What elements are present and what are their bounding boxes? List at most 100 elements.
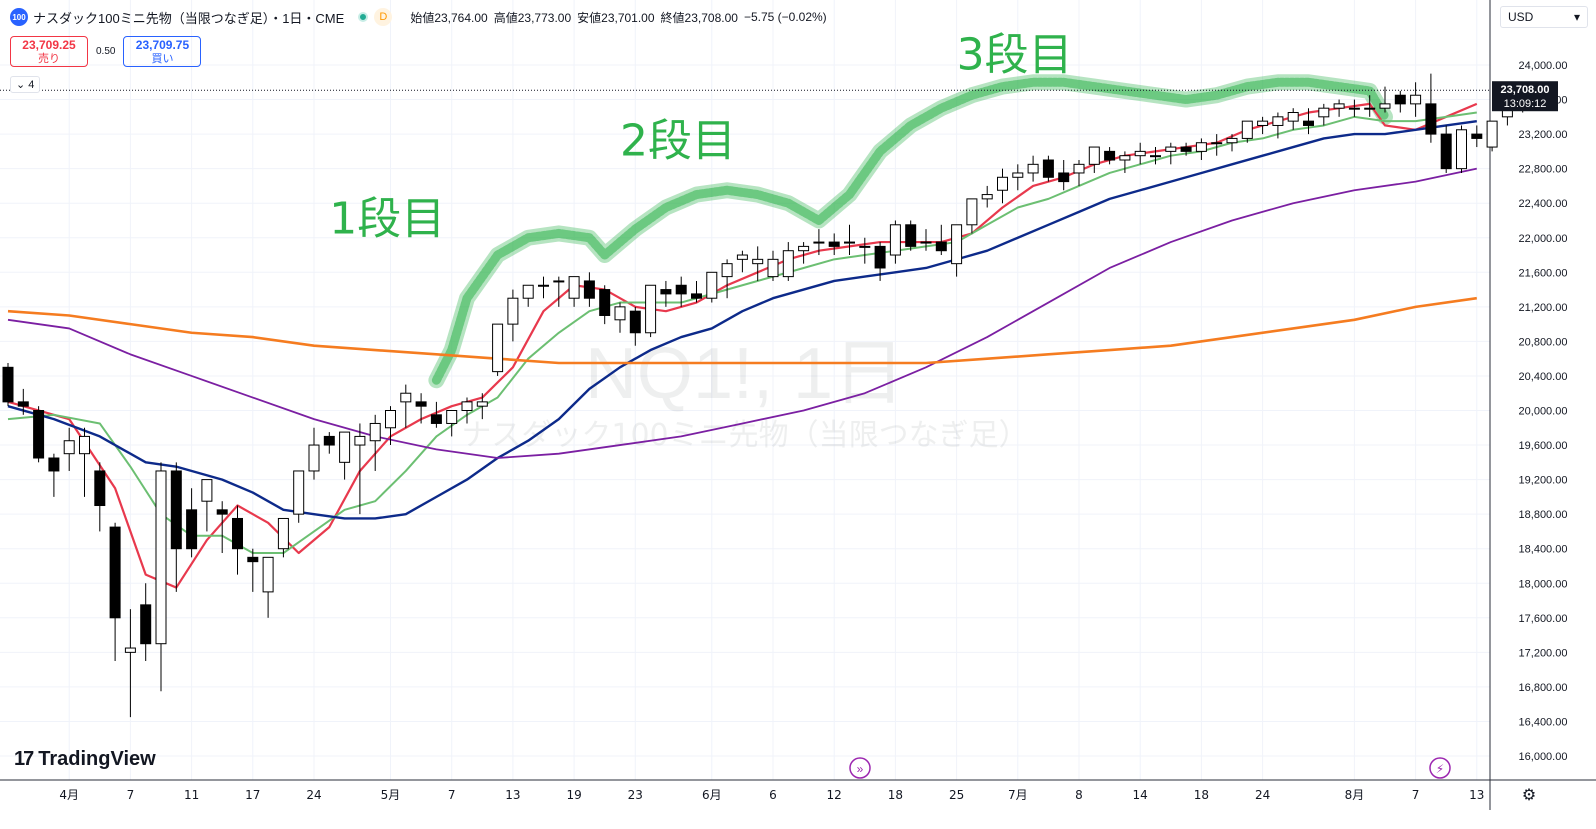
candle-body	[997, 176, 1008, 191]
currency-select[interactable]: USD ▾	[1500, 6, 1588, 28]
symbol-badge-icon[interactable]: 100	[10, 8, 28, 26]
candle	[889, 220, 901, 264]
candle	[140, 583, 152, 661]
candle-body	[981, 194, 993, 200]
candle	[1042, 155, 1054, 182]
candle	[553, 276, 565, 307]
candle-body	[170, 470, 182, 550]
candle	[1073, 160, 1085, 186]
close-value: 23,708.00	[684, 10, 738, 25]
candle-body	[446, 410, 458, 424]
candle	[461, 397, 473, 424]
candle	[492, 323, 504, 376]
sell-button[interactable]: 23,709.25 売り	[10, 36, 88, 67]
countdown-label: 13:09:12	[1504, 98, 1547, 110]
candle-body	[1042, 159, 1054, 178]
ohlc-change: −5.75 (−0.02%)	[743, 10, 827, 24]
y-tick-label: 23,200.00	[1519, 129, 1568, 141]
candle	[767, 250, 779, 281]
symbol-title[interactable]: ナスダック100ミニ先物（当限つなぎ足）・1日・CME	[33, 10, 345, 26]
candle	[63, 427, 75, 471]
candle	[935, 224, 947, 256]
candle	[1303, 108, 1314, 135]
candle	[1333, 99, 1345, 117]
candle	[323, 432, 335, 454]
candle	[247, 548, 259, 592]
y-tick-label: 17,200.00	[1519, 647, 1568, 659]
candle	[706, 271, 718, 303]
x-tick-label: 7	[448, 788, 456, 802]
candle-body	[522, 284, 534, 299]
candle-body	[951, 224, 963, 265]
candle-body	[94, 470, 106, 507]
y-tick-label: 21,600.00	[1519, 267, 1568, 279]
tradingview-logo-icon: 17	[14, 748, 34, 770]
candle	[415, 393, 427, 424]
data-status-badge: D	[374, 8, 393, 26]
candle-body	[553, 280, 565, 283]
high-label: 高値	[493, 10, 518, 25]
candle	[645, 284, 657, 338]
market-open-icon	[358, 12, 369, 22]
candle-body	[1425, 103, 1437, 135]
candle	[17, 388, 29, 415]
ohlc-high: 高値23,773.00	[494, 9, 571, 26]
candle	[1471, 125, 1483, 148]
ohlc-close: 終値23,708.00	[661, 9, 738, 26]
y-tick-label: 16,000.00	[1519, 751, 1568, 763]
candle-body	[1257, 120, 1269, 126]
candle	[1058, 160, 1070, 191]
candle	[186, 488, 198, 558]
candle-body	[1379, 103, 1391, 109]
candle	[277, 517, 289, 558]
buy-button[interactable]: 23,709.75 買い	[123, 36, 202, 67]
candle-body	[186, 509, 198, 550]
chevron-down-icon: ⌄	[16, 79, 26, 91]
candle-body	[155, 470, 167, 645]
gear-icon[interactable]: ⚙	[1522, 787, 1536, 804]
x-tick-label: 23	[628, 788, 643, 802]
x-tick-label: 11	[184, 788, 199, 802]
candle	[1180, 142, 1192, 156]
candle	[1425, 73, 1437, 143]
candle	[262, 556, 274, 618]
candle	[844, 224, 855, 256]
annotation-label: 3段目	[957, 29, 1073, 80]
candle-body	[721, 263, 733, 278]
candle	[951, 224, 963, 277]
candle	[966, 198, 978, 234]
candle	[782, 242, 794, 281]
candle-body	[889, 224, 901, 256]
indicators-toggle-button[interactable]: ⌄ 4	[10, 76, 41, 93]
candle	[905, 220, 917, 251]
x-tick-label: 24	[1255, 788, 1270, 802]
market-status[interactable]: D	[358, 8, 393, 26]
candle-body	[63, 440, 75, 455]
y-tick-label: 19,200.00	[1519, 475, 1568, 487]
candle	[599, 285, 611, 325]
candle-body	[614, 306, 626, 321]
y-tick-label: 20,000.00	[1519, 406, 1568, 418]
low-label: 安値	[577, 10, 602, 25]
candle	[446, 410, 458, 437]
chart-header: 100 ナスダック100ミニ先物（当限つなぎ足）・1日・CME D 始値23,7…	[0, 0, 1490, 34]
candle-body	[354, 435, 366, 446]
x-tick-label: 7月	[1008, 788, 1028, 802]
ma-navy-line	[7, 119, 1477, 520]
candle-body	[1272, 116, 1284, 126]
candle	[1394, 90, 1406, 113]
candle-body	[1211, 142, 1223, 145]
watermark-name: ナスダック100ミニ先物（当限つなぎ足）	[461, 418, 1028, 453]
candle-body	[33, 410, 45, 459]
candle	[874, 242, 886, 281]
candle	[1088, 146, 1100, 173]
watermark-symbol: NQ1!, 1日	[585, 334, 905, 414]
candle-body	[1058, 172, 1070, 183]
close-label: 終値	[660, 10, 685, 25]
x-tick-label: 8月	[1345, 788, 1365, 802]
x-tick-label: 6	[769, 788, 777, 802]
x-tick-label: 17	[245, 788, 260, 802]
candle	[430, 401, 442, 428]
candle-body	[1410, 94, 1422, 105]
